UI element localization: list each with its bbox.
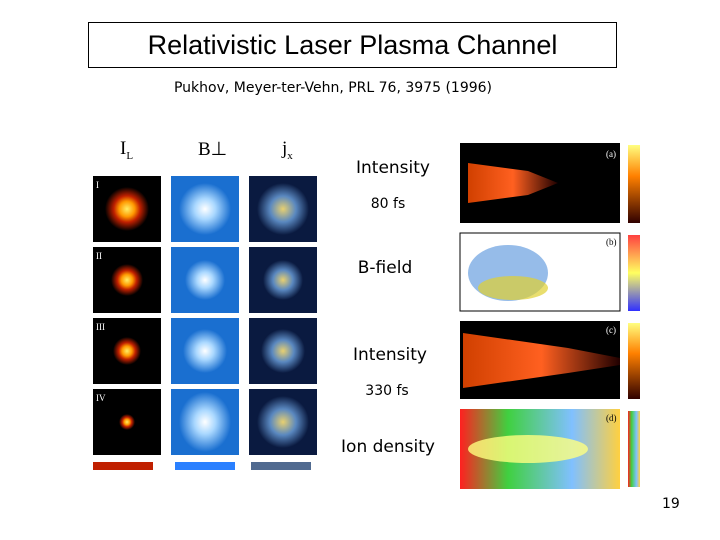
label-sub: x [287,149,293,162]
panel-label: (c) [606,325,616,335]
annotation: B-field [357,258,413,278]
label-main: j [282,138,288,159]
panel-blob [179,183,231,235]
page-number: 19 [662,496,680,512]
citation: Pukhov, Meyer-ter-Vehn, PRL 76, 3975 (19… [173,80,492,96]
label-main: B⊥ [198,139,228,160]
panel-blob [257,183,309,235]
row-label: IV [96,393,106,403]
panel-blob [183,329,227,373]
label-main: I [120,138,127,159]
panel-blob [257,396,309,448]
panel-label: (b) [606,237,617,247]
panel-blob [263,260,303,300]
annotation: Intensity [353,345,427,365]
row-label: III [96,322,105,332]
panel-blob [105,187,149,231]
column-label: B⊥ [198,138,227,161]
panel-blob [261,329,305,373]
annotation: 80 fs [370,196,406,212]
panel-blob [111,264,143,296]
panel-blob [113,337,141,365]
slide-title: Relativistic Laser Plasma Channel [88,22,617,68]
annotation: Intensity [356,158,430,178]
panel-blob [185,260,225,300]
annotation: Ion density [341,437,435,457]
label-sub: L [126,149,134,162]
row-label: II [96,251,102,261]
right-figure: (a) (b) (c) (d) [438,133,653,503]
panel-blob [119,414,135,430]
column-label: IL [120,138,133,162]
row-label: I [96,180,99,190]
panel-label: (a) [606,149,616,159]
panel-label: (d) [606,413,617,423]
annotation: 330 fs [365,383,409,399]
column-label: jx [282,138,293,162]
panel-blob [179,392,231,452]
